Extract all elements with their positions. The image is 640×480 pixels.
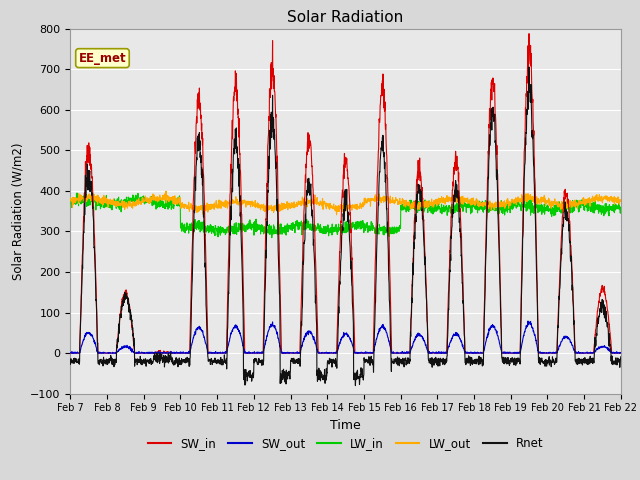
Y-axis label: Solar Radiation (W/m2): Solar Radiation (W/m2): [12, 143, 25, 280]
Legend: SW_in, SW_out, LW_in, LW_out, Rnet: SW_in, SW_out, LW_in, LW_out, Rnet: [143, 433, 548, 455]
X-axis label: Time: Time: [330, 419, 361, 432]
Text: EE_met: EE_met: [79, 52, 126, 65]
Title: Solar Radiation: Solar Radiation: [287, 10, 404, 25]
